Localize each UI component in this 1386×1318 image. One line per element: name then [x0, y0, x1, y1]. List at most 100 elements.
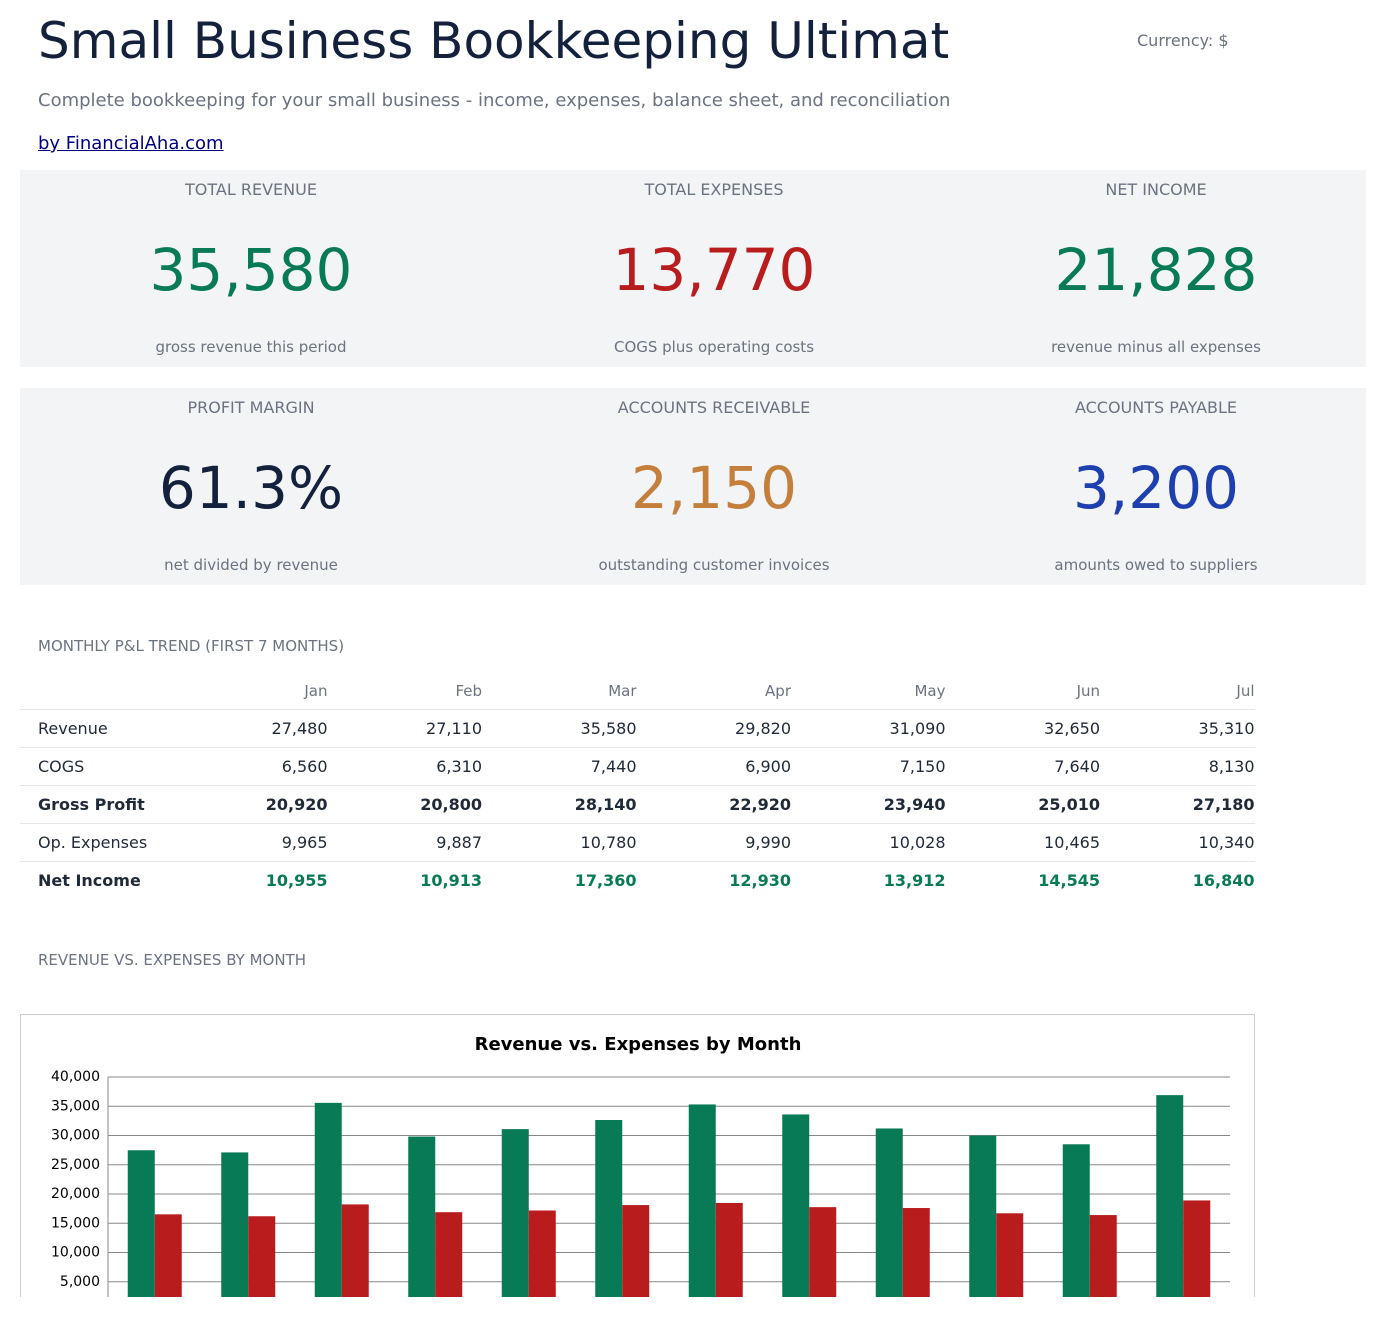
header-cell — [20, 672, 173, 710]
bar — [996, 1213, 1024, 1297]
kpi-note: revenue minus all expenses — [1051, 338, 1261, 356]
y-tick-label: 20,000 — [51, 1186, 100, 1202]
kpi-label: TOTAL EXPENSES — [644, 180, 784, 199]
kpi-card: ACCOUNTS RECEIVABLE 2,150 outstanding cust… — [482, 388, 946, 585]
bar — [127, 1150, 155, 1297]
cell: 12,930 — [729, 871, 791, 890]
cell: 9,965 — [173, 823, 328, 862]
table-row: COGS 6,560 6,310 7,440 6,900 7,150 7,640 8,130 — [20, 747, 1255, 786]
kpi-card: PROFIT MARGIN 61.3% net divided by revenue — [20, 388, 482, 585]
cell: 32,650 — [945, 709, 1100, 748]
chart: Revenue vs. Expenses by Month 5,000 10,00… — [20, 1014, 1255, 1297]
kpi-label: ACCOUNTS RECEIVABLE — [617, 398, 811, 417]
table-row: Revenue 27,480 27,110 35,580 29,820 31,090 32,… — [20, 709, 1255, 748]
cell: 20,920 — [173, 785, 328, 824]
kpi-note: gross revenue this period — [155, 338, 347, 356]
cell: 10,465 — [945, 823, 1100, 862]
y-tick-label: 30,000 — [51, 1128, 100, 1144]
kpi-label: ACCOUNTS PAYABLE — [1074, 398, 1238, 417]
bar — [902, 1208, 930, 1297]
bar — [314, 1102, 342, 1297]
kpi-value: 3,200 — [1072, 454, 1240, 522]
kpi-value: 13,770 — [612, 236, 816, 304]
bar — [875, 1128, 903, 1297]
kpi-card: NET INCOME 21,828 revenue minus all expens… — [946, 170, 1366, 367]
y-tick-label: 25,000 — [51, 1157, 100, 1173]
bar — [969, 1135, 997, 1297]
cell: 35,580 — [482, 709, 637, 748]
column-header: Apr — [636, 672, 791, 710]
cell: 27,110 — [327, 709, 482, 748]
column-header: Jan — [173, 672, 328, 710]
cell: 7,150 — [791, 747, 946, 786]
cell: 10,340 — [1100, 823, 1255, 862]
row-label: Op. Expenses — [20, 823, 173, 862]
section-title: REVENUE VS. EXPENSES BY MONTH — [38, 951, 307, 969]
kpi-value: 61.3% — [158, 454, 344, 522]
cell: 6,310 — [327, 747, 482, 786]
cell: 29,820 — [636, 709, 791, 748]
bar — [435, 1212, 463, 1297]
kpi-card: TOTAL REVENUE 35,580 gross revenue this pe… — [20, 170, 482, 367]
chart-title: Revenue vs. Expenses by Month — [475, 1034, 802, 1055]
pl-table: Jan Feb Mar Apr May Jun Jul Revenue 27,480 27,110… — [20, 672, 1255, 899]
bar — [1156, 1095, 1184, 1297]
cell: 23,940 — [791, 785, 946, 824]
y-tick-label: 40,000 — [51, 1069, 100, 1085]
row-label: Revenue — [20, 709, 173, 748]
bar — [1062, 1144, 1090, 1297]
table-row: Net Income 10,955 10,913 17,360 12,930 13,912… — [20, 861, 1255, 900]
link[interactable]: by FinancialAha.com — [38, 133, 224, 154]
bar — [408, 1136, 436, 1297]
bar — [248, 1216, 276, 1297]
cell: 25,010 — [945, 785, 1100, 824]
cell: 10,913 — [420, 871, 482, 890]
kpi-row: TOTAL REVENUE 35,580 gross revenue this pe… — [20, 170, 1366, 367]
bar — [809, 1207, 837, 1297]
bar — [341, 1204, 369, 1297]
y-tick-label: 5,000 — [60, 1274, 100, 1290]
bar — [688, 1104, 716, 1297]
cell: 7,440 — [482, 747, 637, 786]
kpi-note: COGS plus operating costs — [613, 338, 815, 356]
bar — [782, 1114, 810, 1297]
column-header: Mar — [482, 672, 637, 710]
y-tick-label: 15,000 — [51, 1215, 100, 1231]
cell: 13,912 — [883, 871, 946, 890]
cell: 28,140 — [482, 785, 637, 824]
bar — [1183, 1200, 1211, 1297]
row-label: COGS — [20, 747, 173, 786]
kpi-value: 35,580 — [149, 236, 353, 304]
bar — [1089, 1215, 1117, 1297]
bar — [595, 1119, 623, 1297]
y-tick-label: 35,000 — [51, 1098, 100, 1114]
column-header: Feb — [327, 672, 482, 710]
cell: 16,840 — [1192, 871, 1255, 890]
kpi-label: TOTAL REVENUE — [185, 180, 317, 199]
cell: 9,990 — [636, 823, 791, 862]
cell: 9,887 — [327, 823, 482, 862]
bar — [622, 1205, 650, 1297]
column-header: May — [791, 672, 946, 710]
title: Small Business Bookkeeping Ultimat — [38, 12, 948, 70]
cell: 7,640 — [945, 747, 1100, 786]
cell: 31,090 — [791, 709, 946, 748]
column-header: Jul — [1100, 672, 1255, 710]
cell: 10,028 — [791, 823, 946, 862]
cell: 10,955 — [265, 871, 328, 890]
row-label: Net Income — [38, 871, 141, 890]
kpi-label: NET INCOME — [1105, 180, 1207, 199]
cell: 17,360 — [574, 871, 637, 890]
bar — [715, 1202, 743, 1297]
cell: 22,920 — [636, 785, 791, 824]
kpi-note: amounts owed to suppliers — [1054, 556, 1258, 574]
kpi-note: net divided by revenue — [164, 556, 338, 574]
cell: 6,560 — [173, 747, 328, 786]
cell: 35,310 — [1100, 709, 1255, 748]
kpi-note: outstanding customer invoices — [598, 556, 830, 574]
currency: Currency: $ — [1137, 31, 1229, 50]
column-header: Jun — [945, 672, 1100, 710]
bar — [154, 1214, 182, 1297]
y-tick-label: 10,000 — [51, 1245, 100, 1261]
